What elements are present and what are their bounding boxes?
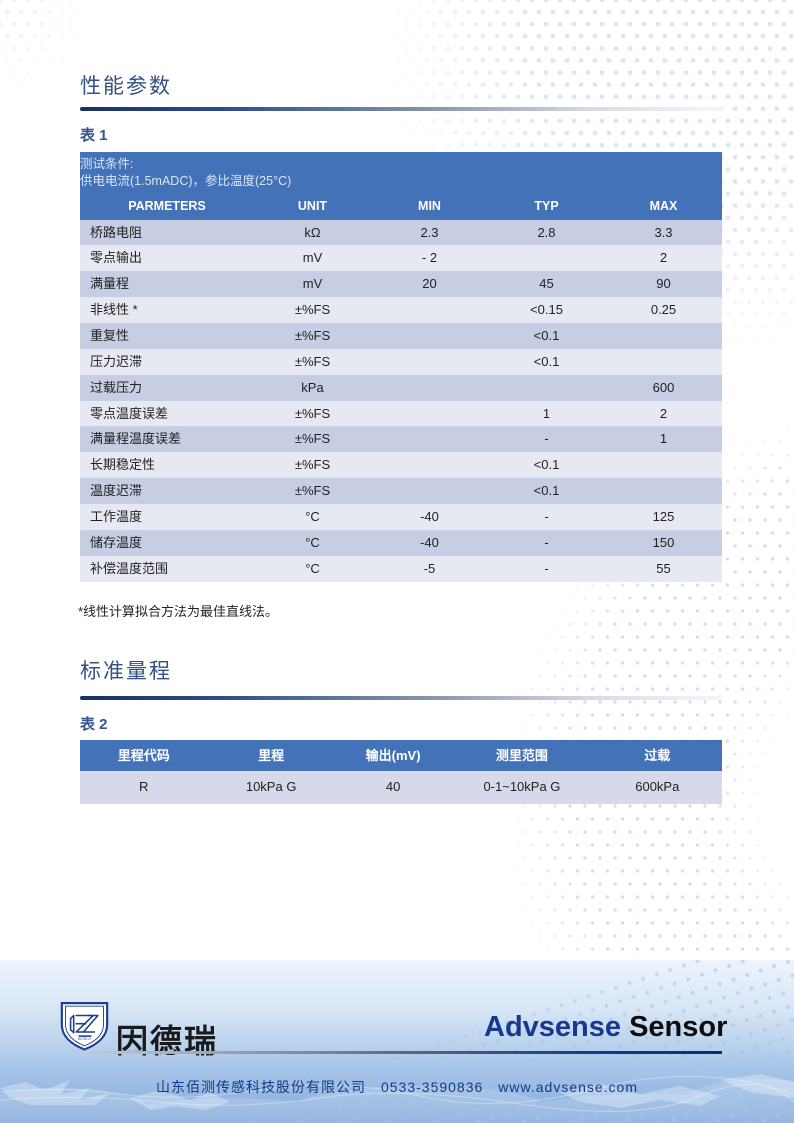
svg-text:·WORLD·: ·WORLD· bbox=[77, 1037, 93, 1041]
